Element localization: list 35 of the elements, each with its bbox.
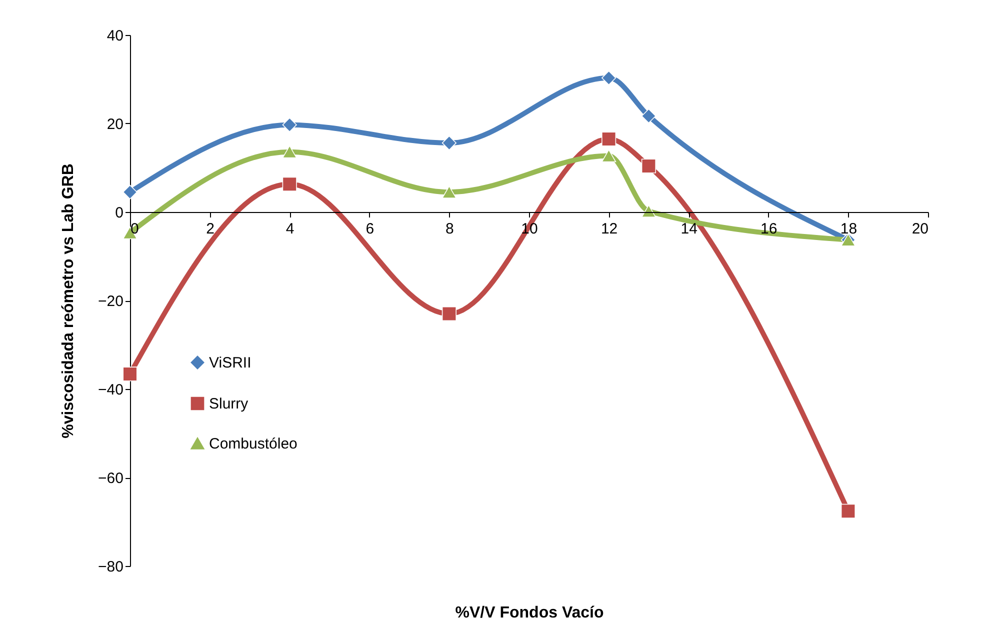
y-tick-label: 0 xyxy=(115,204,124,222)
x-tick-label: 6 xyxy=(366,220,374,238)
point xyxy=(641,158,656,174)
y-tick-label: −60 xyxy=(98,470,124,487)
legend-label: Combustóleo xyxy=(209,436,298,452)
legend-label: ViSRII xyxy=(209,354,252,372)
point xyxy=(282,118,297,132)
point xyxy=(282,145,297,158)
x-tick-label: 4 xyxy=(286,220,294,238)
point xyxy=(641,204,656,218)
y-tick-label: 40 xyxy=(106,28,124,44)
point xyxy=(602,70,616,86)
y-tick-label: 20 xyxy=(106,116,124,133)
point xyxy=(840,504,856,518)
y-tick-label: −40 xyxy=(98,382,124,398)
point xyxy=(122,184,138,200)
point xyxy=(442,136,456,150)
y-tick-label: −80 xyxy=(98,558,124,576)
x-tick-label: 14 xyxy=(680,220,698,238)
point xyxy=(122,366,138,382)
point xyxy=(602,149,616,162)
legend-label: Slurry xyxy=(209,396,249,412)
x-tick-label: 18 xyxy=(840,220,858,238)
y-axis-title: %viscosidada reómetro vs Lab GRB xyxy=(60,164,78,438)
point xyxy=(602,132,616,146)
point xyxy=(442,186,456,198)
x-tick-label: 2 xyxy=(206,220,214,238)
x-tick-label: 12 xyxy=(600,220,618,238)
x-tick-label: 20 xyxy=(912,220,928,238)
point xyxy=(282,176,297,192)
y-tick-label: −20 xyxy=(98,293,124,310)
point xyxy=(641,108,656,124)
x-tick-label: 8 xyxy=(446,220,454,238)
x-axis-title: %V/V Fondos Vacío xyxy=(455,604,604,622)
point xyxy=(442,306,456,322)
